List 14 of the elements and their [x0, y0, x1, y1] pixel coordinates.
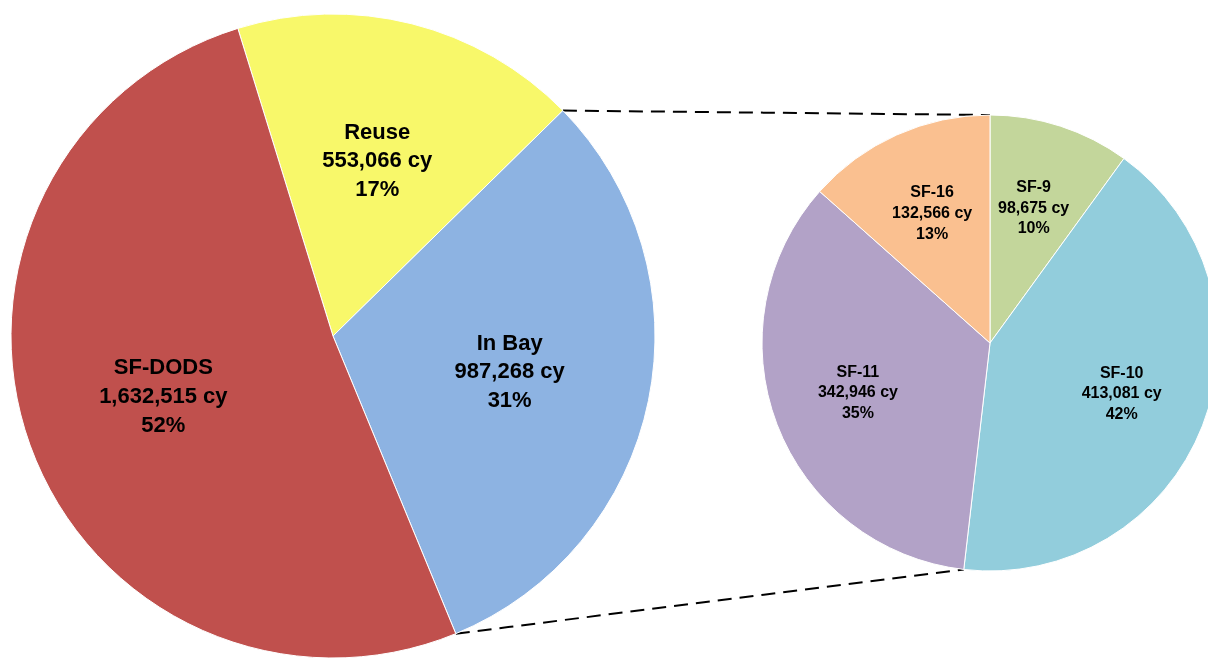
slice-label: Reuse: [344, 118, 411, 144]
data-label: 413,081 cy 42%: [1081, 384, 1162, 423]
data-label: 98,675 cy 10%: [998, 198, 1070, 237]
data-label: 987,268 cy 31%: [454, 357, 566, 412]
data-label: 342,946 cy 35%: [817, 383, 899, 422]
slice-label: SF-DODS: [113, 354, 213, 380]
slice-label: SF-16: [910, 183, 954, 201]
data-label: 553,066 cy 17%: [322, 146, 434, 201]
slice-label: SF-10: [1099, 363, 1144, 381]
slice-label: SF-9: [1016, 177, 1052, 195]
slice-label: SF-11: [836, 362, 880, 380]
data-label: 132,566 cy 13%: [892, 204, 973, 243]
slice-label: In Bay: [476, 329, 544, 355]
data-label: 1,632,515 cy 52%: [99, 382, 229, 437]
